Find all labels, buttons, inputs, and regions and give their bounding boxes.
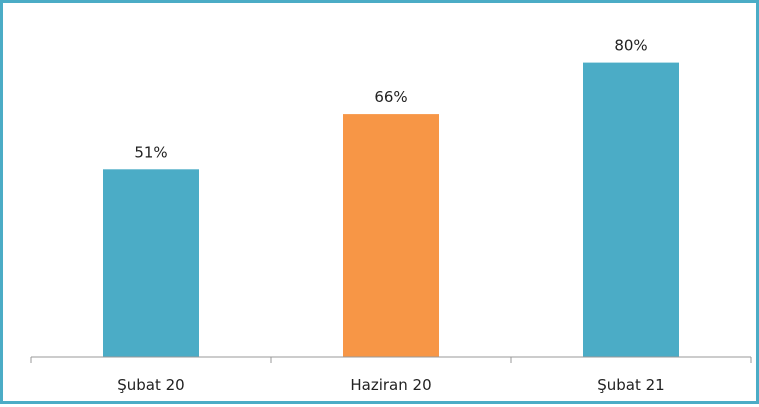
data-labels-layer: 51% 66% 80% (134, 37, 647, 162)
data-label-subat-21: 80% (614, 37, 647, 55)
x-tick-label-haziran-20: Haziran 20 (350, 376, 431, 394)
bar-subat-21 (583, 62, 679, 357)
bars-layer (103, 62, 679, 357)
data-label-subat-20: 51% (134, 143, 167, 161)
x-tick-label-subat-21: Şubat 21 (597, 376, 664, 394)
bar-subat-20 (103, 169, 199, 357)
data-label-haziran-20: 66% (374, 88, 407, 106)
bar-haziran-20 (343, 114, 439, 357)
x-tick-labels: Şubat 20 Haziran 20 Şubat 21 (117, 376, 664, 394)
bar-chart: 51% 66% 80% Şubat 20 Haziran 20 Şubat 21 (30, 37, 752, 394)
x-tick-label-subat-20: Şubat 20 (117, 376, 184, 394)
x-axis (30, 356, 752, 363)
